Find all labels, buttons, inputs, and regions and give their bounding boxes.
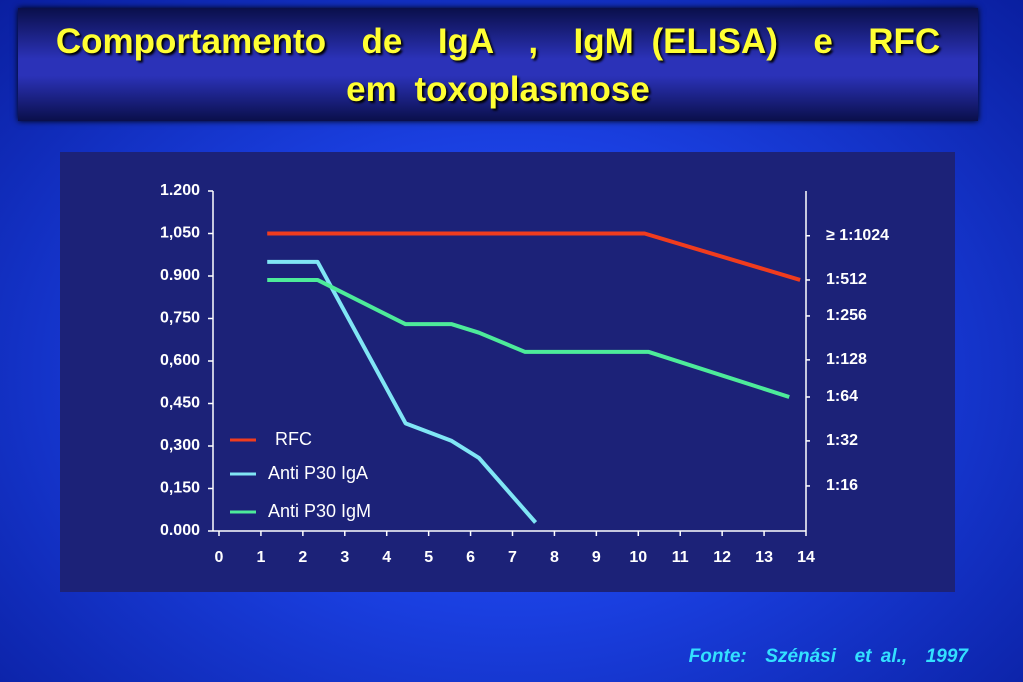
x-tick-label: 5 [424,549,433,566]
legend-label: Anti P30 IgM [268,501,371,521]
title-line: Comportamento de IgA , IgM (ELISA) e RFC [55,22,941,61]
x-tick-label: 14 [797,549,815,566]
y2-tick-label: 1:32 [826,432,858,449]
y2-tick-label: 1:64 [826,388,858,405]
y-tick-label: 0,300 [160,437,200,454]
series-line [267,277,790,399]
y-tick-label: 0,150 [160,480,200,497]
title-line: em toxoplasmose [346,70,650,109]
y-tick-label: 0.900 [160,267,200,284]
series-line [267,231,801,282]
series-line [267,259,538,524]
x-tick-label: 4 [382,549,391,566]
y-tick-label: 0,750 [160,310,200,327]
y2-tick-label: 1:512 [826,271,867,288]
x-tick-label: 8 [550,549,559,566]
x-tick-label: 3 [340,549,349,566]
x-tick-label: 13 [755,549,773,566]
x-tick-label: 12 [713,549,731,566]
y-tick-label: 0,450 [160,395,200,412]
y-tick-label: 0,600 [160,352,200,369]
y-tick-label: 1,050 [160,225,200,242]
x-tick-label: 0 [215,549,224,566]
y-tick-label: 0.000 [160,522,200,539]
x-tick-label: 2 [298,549,307,566]
legend-label: RFC [275,429,312,449]
y2-tick-label: 1:256 [826,307,867,324]
legend-label: Anti P30 IgA [268,463,368,483]
x-tick-label: 1 [256,549,265,566]
y2-tick-label: ≥ 1:1024 [826,227,889,244]
x-tick-label: 7 [508,549,517,566]
source: Fonte: Szénási et al., 1997 [688,646,968,667]
y-tick-label: 1.200 [160,182,200,199]
y2-tick-label: 1:128 [826,351,867,368]
x-tick-label: 11 [672,549,689,566]
x-tick-label: 10 [629,549,647,566]
x-tick-label: 6 [466,549,475,566]
x-tick-label: 9 [592,549,601,566]
title-box: Comportamento de IgA , IgM (ELISA) e RFC… [18,8,978,121]
y2-tick-label: 1:16 [826,477,858,494]
